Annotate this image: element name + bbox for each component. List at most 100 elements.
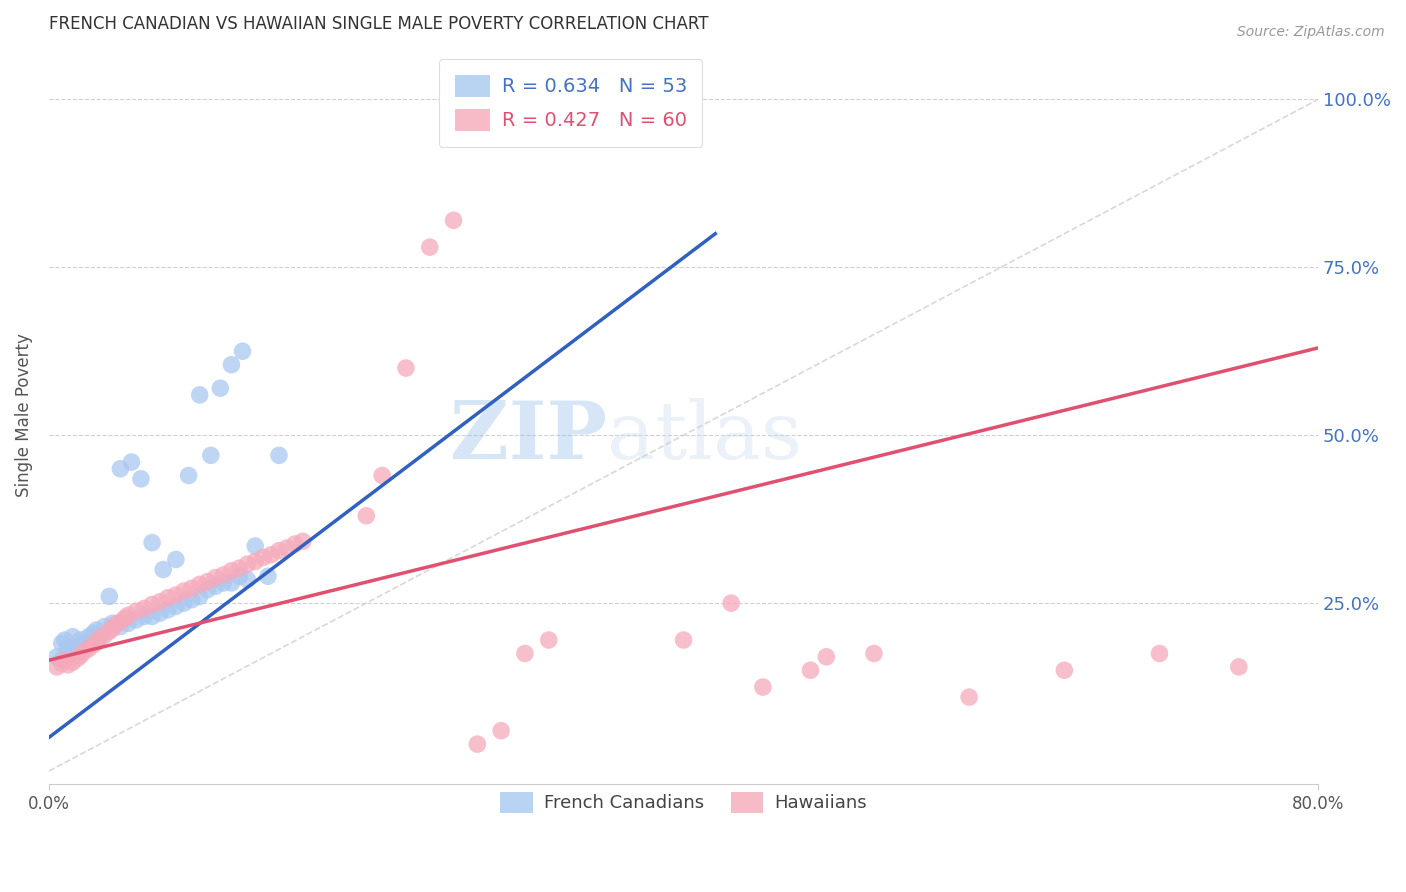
Point (209, 381, 232, 395)
Point (489, 723, 512, 738)
Point (125, 613, 148, 627)
Point (89, 630, 111, 644)
Point (93, 628, 115, 642)
Point (66, 640, 89, 654)
Point (443, 213, 465, 227)
Point (204, 579, 226, 593)
Point (69, 648, 91, 663)
Point (530, 120, 553, 134)
Point (117, 616, 139, 631)
Point (356, 508, 378, 523)
Point (1149, 647, 1171, 661)
Point (513, 647, 536, 661)
Point (957, 690, 980, 705)
Point (77, 641, 100, 656)
Point (114, 611, 136, 625)
Point (188, 388, 211, 402)
Point (125, 604, 148, 618)
Point (252, 550, 274, 565)
Point (149, 606, 172, 620)
Point (101, 622, 124, 636)
Point (69, 633, 91, 648)
Point (82, 626, 104, 640)
Point (197, 582, 219, 597)
Point (173, 584, 195, 599)
Point (101, 616, 124, 631)
Legend: French Canadians, Hawaiians: French Canadians, Hawaiians (486, 777, 882, 827)
Point (62, 630, 84, 644)
Point (165, 552, 187, 566)
Point (134, 601, 156, 615)
Point (465, 737, 488, 751)
Point (129, 472, 152, 486)
Point (110, 619, 132, 633)
Point (291, 534, 314, 549)
Point (221, 576, 243, 591)
Point (51, 657, 73, 671)
Point (204, 571, 226, 585)
Point (134, 609, 156, 624)
Point (66, 651, 89, 665)
Point (720, 596, 742, 610)
Point (177, 468, 200, 483)
Point (799, 663, 821, 677)
Point (82, 638, 104, 652)
Point (267, 543, 290, 558)
Point (419, 240, 441, 254)
Point (98, 624, 121, 639)
Point (156, 603, 179, 617)
Point (863, 647, 886, 661)
Point (815, 649, 838, 664)
Point (104, 617, 127, 632)
Point (245, 539, 267, 553)
Point (51, 636, 73, 650)
Point (231, 344, 253, 359)
Point (188, 590, 211, 604)
Point (197, 574, 219, 589)
Text: ZIP: ZIP (450, 398, 607, 476)
Point (228, 569, 250, 583)
Point (121, 455, 143, 469)
Point (284, 537, 307, 551)
Point (53, 633, 76, 648)
Point (188, 577, 211, 591)
Point (152, 562, 174, 576)
Point (260, 548, 283, 562)
Point (212, 567, 235, 582)
Point (200, 448, 222, 462)
Point (56, 647, 79, 661)
Point (66, 643, 89, 657)
Point (110, 615, 132, 629)
Point (86, 635, 108, 649)
Point (221, 358, 243, 372)
Point (110, 462, 132, 476)
Point (89, 631, 111, 645)
Text: Source: ZipAtlas.com: Source: ZipAtlas.com (1237, 25, 1385, 39)
Y-axis label: Single Male Poverty: Single Male Poverty (15, 333, 32, 497)
Point (537, 633, 560, 648)
Point (513, 120, 536, 134)
Point (77, 630, 100, 644)
Point (257, 569, 280, 583)
Point (77, 636, 100, 650)
Point (245, 554, 267, 568)
Point (51, 653, 73, 667)
Point (56, 640, 79, 654)
Point (267, 448, 290, 462)
Point (228, 561, 250, 575)
Point (212, 576, 235, 591)
Point (1053, 663, 1076, 677)
Point (173, 596, 195, 610)
Point (56, 657, 79, 672)
Point (180, 592, 202, 607)
Point (180, 582, 202, 596)
Point (672, 633, 695, 648)
Point (141, 609, 163, 624)
Point (141, 535, 163, 549)
Point (73, 636, 96, 650)
Point (98, 590, 121, 604)
Point (1227, 660, 1250, 674)
Point (156, 591, 179, 605)
Point (73, 644, 96, 658)
Point (276, 541, 298, 555)
